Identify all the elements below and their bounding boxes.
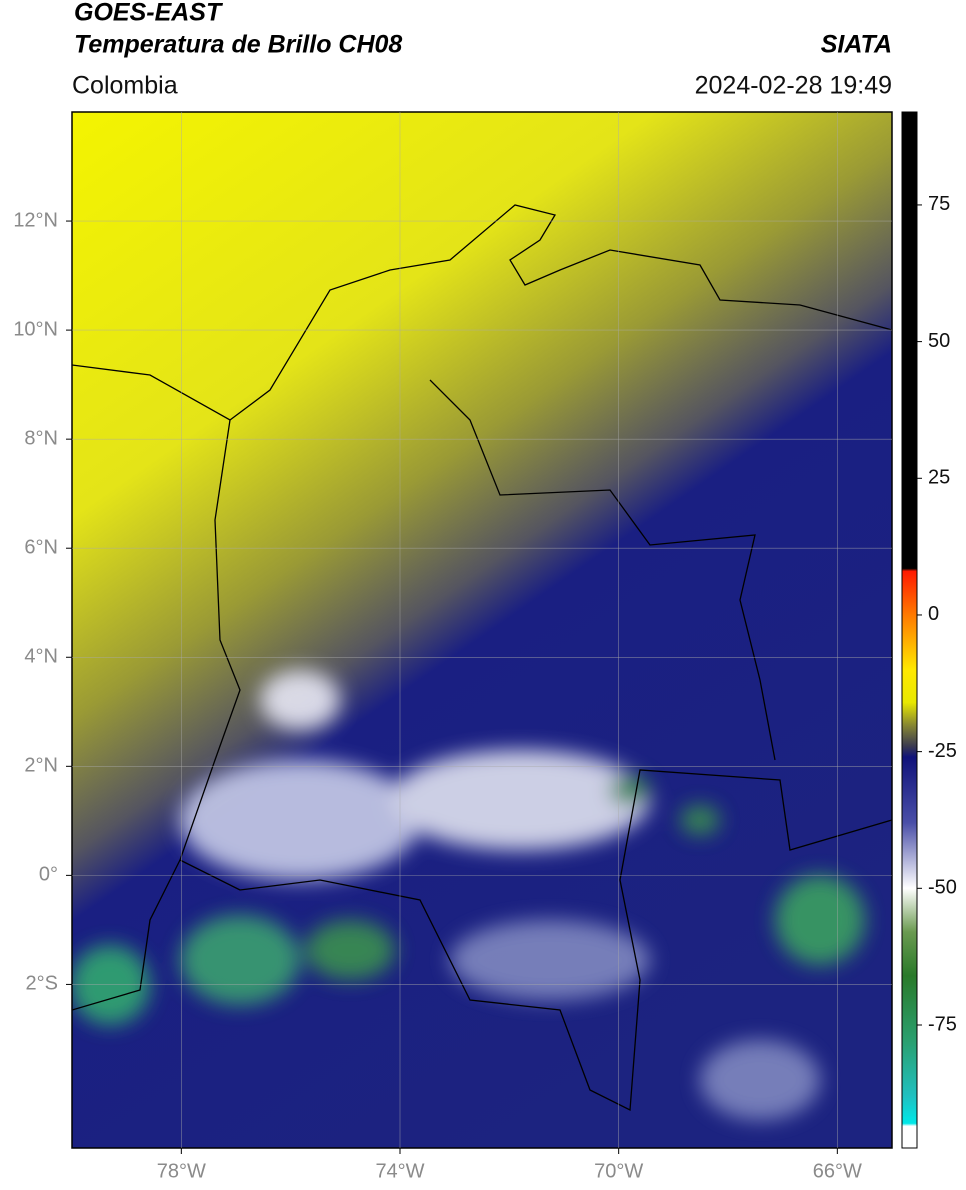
datetime: 2024-02-28 19:49: [695, 72, 892, 100]
source: SIATA: [821, 31, 892, 59]
colorbar-tick-label: 75: [928, 193, 950, 215]
lat-tick-label: 0°: [39, 864, 58, 886]
lon-tick-label: 78°W: [157, 1160, 206, 1182]
lat-tick-label: 4°N: [24, 646, 58, 668]
lat-tick-label: 10°N: [13, 318, 58, 340]
lat-tick-label: 8°N: [24, 427, 58, 449]
region: Colombia: [72, 72, 178, 100]
colorbar-tick-label: -25: [928, 740, 957, 762]
colorbar-tick-label: -50: [928, 877, 957, 899]
colorbar-tick-label: 25: [928, 467, 950, 489]
colorbar: [901, 111, 918, 1149]
lon-tick-label: 66°W: [813, 1160, 862, 1182]
subtitle: Temperatura de Brillo CH08: [74, 31, 402, 59]
colorbar-tick-label: -75: [928, 1013, 957, 1035]
lat-tick-label: 2°S: [26, 973, 58, 995]
lat-tick-label: 2°N: [24, 755, 58, 777]
lat-tick-label: 12°N: [13, 209, 58, 231]
lat-tick-label: 6°N: [24, 536, 58, 558]
lon-tick-label: 70°W: [594, 1160, 643, 1182]
lon-tick-label: 74°W: [375, 1160, 424, 1182]
colorbar-tick-label: 0: [928, 603, 939, 625]
map-image: [72, 112, 892, 1148]
colorbar-tick-label: 50: [928, 330, 950, 352]
title: GOES-EAST: [74, 0, 224, 27]
map-frame: [71, 111, 893, 1149]
